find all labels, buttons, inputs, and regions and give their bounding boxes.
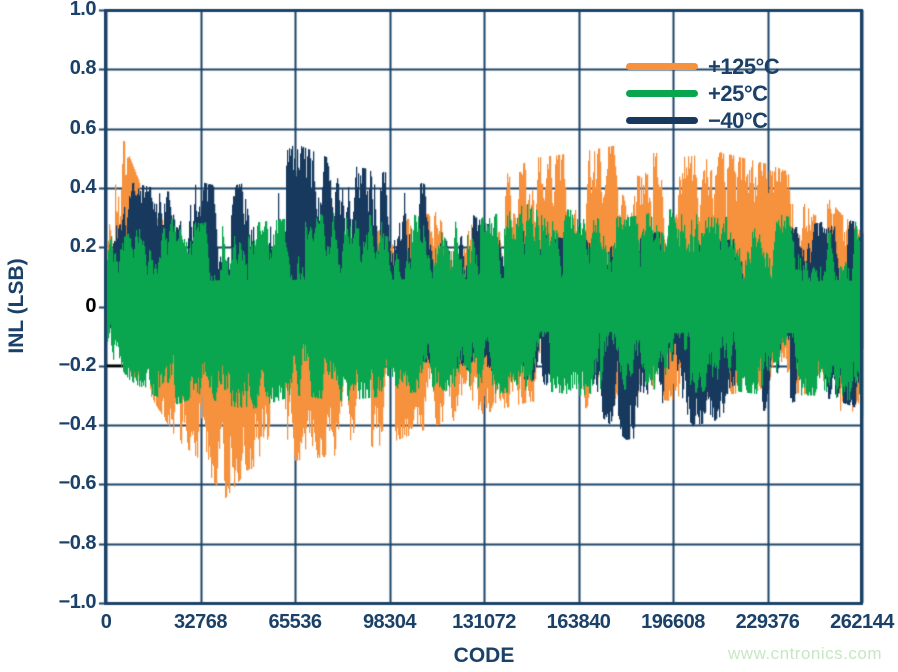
y-tick-label: −0.8 xyxy=(58,531,97,554)
legend-swatch-25c xyxy=(626,90,698,97)
y-tick-label: −0.2 xyxy=(58,353,97,376)
y-tick-label: 0.4 xyxy=(69,175,97,198)
legend-swatch-minus40c xyxy=(626,117,698,124)
legend-item-minus40c: −40°C xyxy=(626,108,779,133)
watermark: www.cntronics.com xyxy=(728,644,882,663)
x-tick-label: 0 xyxy=(100,611,112,633)
y-tick-label: 0.8 xyxy=(69,57,97,80)
y-tick-label: 1.0 xyxy=(69,0,97,20)
x-tick-label: 32768 xyxy=(173,611,228,633)
legend-label-125c: +125°C xyxy=(708,53,780,79)
x-tick-label: 196608 xyxy=(641,611,705,633)
y-tick-label: −0.4 xyxy=(58,413,97,436)
y-tick-label: −0.6 xyxy=(58,472,97,495)
legend-swatch-125c xyxy=(626,63,698,70)
y-tick-label: 0 xyxy=(85,294,96,317)
legend-item-25c: +25°C xyxy=(626,81,779,106)
x-tick-label: 262144 xyxy=(830,611,894,633)
legend-label-25c: +25°C xyxy=(708,80,768,106)
x-tick-label: 131072 xyxy=(452,611,516,633)
y-tick-label: 0.2 xyxy=(69,235,97,258)
y-tick-label: −1.0 xyxy=(58,591,97,613)
y-tick-label: 0.6 xyxy=(69,116,97,139)
x-tick-label: 163840 xyxy=(546,611,611,633)
legend-label-minus40c: −40°C xyxy=(708,107,768,133)
x-tick-label: 65536 xyxy=(268,611,322,633)
legend-item-125c: +125°C xyxy=(626,53,780,79)
x-tick-label: 98304 xyxy=(362,611,417,633)
x-axis-title: CODE xyxy=(453,644,515,667)
legend: +125°C +25°C −40°C xyxy=(626,53,780,133)
x-tick-label: 229376 xyxy=(735,611,800,633)
